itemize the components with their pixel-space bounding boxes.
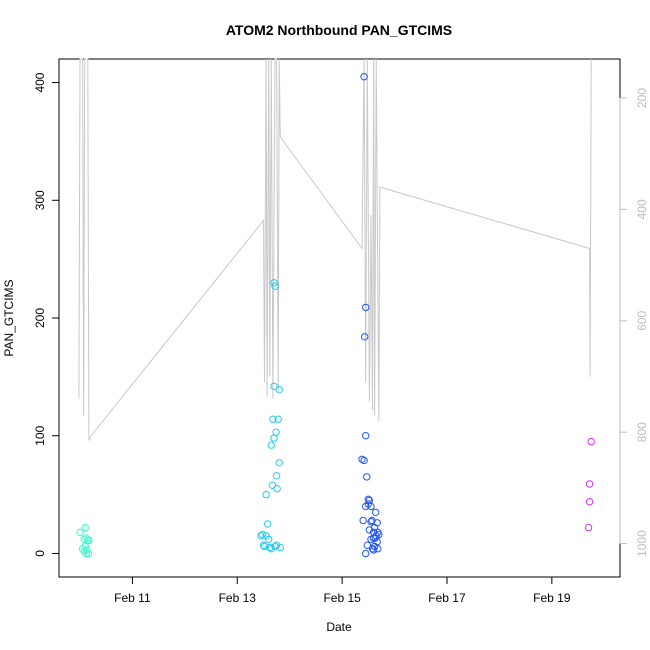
data-point — [361, 333, 369, 341]
y2-tick-label: 800 — [635, 422, 649, 442]
y-axis-label: PAN_GTCIMS — [2, 279, 16, 356]
data-point — [257, 532, 265, 540]
data-point — [85, 536, 93, 545]
data-point — [264, 520, 272, 528]
y-axis: 0 100 200 300 400 — [33, 72, 60, 557]
data-point — [360, 73, 368, 81]
y-tick-label: 300 — [33, 190, 47, 210]
data-point — [585, 498, 594, 506]
data-point — [84, 549, 93, 558]
data-point — [272, 541, 281, 549]
data-point — [362, 432, 370, 440]
x-tick-label: Feb 13 — [219, 591, 257, 605]
data-point — [360, 456, 368, 465]
y-tick-label: 100 — [33, 425, 47, 445]
data-point — [81, 523, 89, 532]
data-point — [265, 535, 273, 543]
data-point — [367, 502, 375, 511]
data-point — [259, 541, 268, 549]
data-point — [271, 282, 279, 290]
overlay-line-layer — [78, 58, 592, 441]
data-point — [363, 541, 371, 549]
data-point — [272, 472, 281, 480]
data-point — [275, 386, 283, 394]
overlay-line — [78, 58, 592, 441]
data-point — [270, 279, 278, 287]
data-point — [82, 549, 91, 558]
y2-tick-label: 400 — [635, 199, 649, 219]
data-point — [364, 495, 372, 503]
data-point — [81, 542, 89, 551]
data-point — [76, 528, 84, 536]
data-point — [268, 481, 277, 489]
points-layer — [76, 73, 595, 558]
y2-tick-label: 600 — [635, 310, 649, 330]
data-point — [260, 542, 269, 551]
data-point — [584, 523, 593, 532]
y2-tick-label: 200 — [635, 88, 649, 108]
x-tick-label: Feb 11 — [114, 591, 151, 605]
data-point — [275, 459, 283, 467]
data-point — [585, 480, 594, 488]
y-tick-label: 200 — [33, 308, 47, 328]
data-point — [258, 530, 267, 539]
data-point — [368, 545, 377, 553]
plot-area — [58, 58, 621, 578]
data-point — [375, 530, 383, 539]
data-point — [362, 502, 370, 511]
data-point — [369, 546, 378, 554]
data-point — [373, 538, 381, 546]
data-point — [274, 415, 282, 423]
x-tick-label: Feb 15 — [323, 591, 361, 605]
data-point — [372, 508, 380, 516]
data-point — [359, 516, 367, 525]
data-point — [276, 543, 284, 552]
x-axis: Feb 11 Feb 13 Feb 15 Feb 17 Feb 19 — [114, 576, 571, 605]
y-tick-label: 0 — [33, 550, 47, 557]
data-point — [271, 542, 279, 551]
data-point — [272, 428, 280, 436]
data-point — [262, 490, 270, 499]
data-point — [363, 473, 371, 481]
data-point — [362, 303, 370, 312]
data-point — [373, 519, 381, 527]
y2-tick-label: 1000 — [635, 530, 649, 557]
y-tick-label: 400 — [33, 72, 47, 92]
data-point — [267, 441, 275, 449]
x-tick-label: Feb 19 — [533, 591, 571, 605]
data-point — [362, 549, 370, 558]
x-axis-label: Date — [326, 620, 352, 634]
y2-axis: 200 400 600 800 1000 — [619, 88, 649, 557]
data-point — [587, 437, 595, 446]
data-point — [273, 485, 281, 493]
data-point — [269, 415, 277, 423]
data-point — [374, 545, 382, 553]
data-point — [267, 545, 275, 553]
x-tick-label: Feb 17 — [428, 591, 466, 605]
data-point — [270, 382, 278, 390]
data-point — [266, 543, 274, 552]
data-point — [83, 546, 91, 554]
chart-title: ATOM2 Northbound PAN_GTCIMS — [226, 22, 452, 38]
